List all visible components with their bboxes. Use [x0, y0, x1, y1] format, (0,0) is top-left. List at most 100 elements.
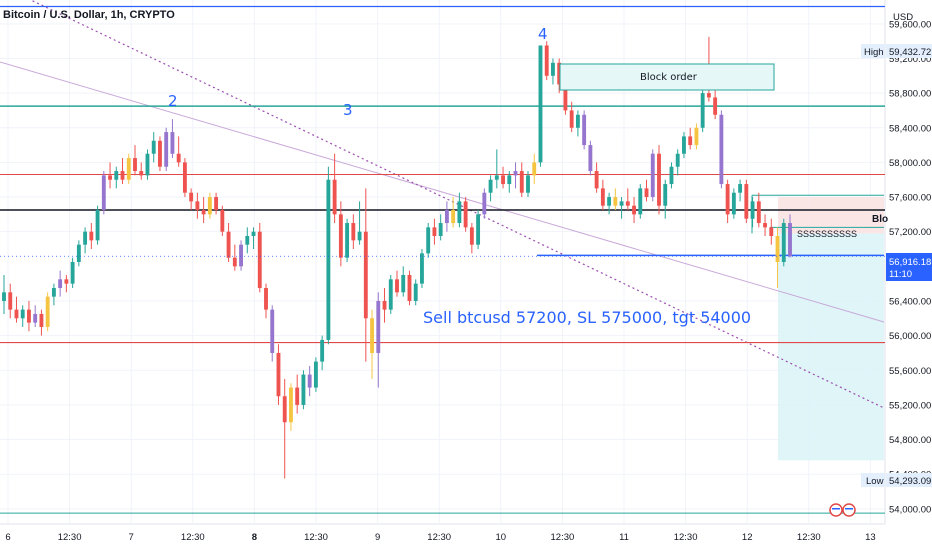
candle-body: [750, 201, 755, 219]
candle-body: [526, 175, 530, 193]
candle-body: [719, 114, 724, 185]
time-tick-label: 12:30: [181, 532, 205, 543]
high-value-box: [886, 44, 932, 58]
candle-body: [613, 197, 618, 206]
low-badge: [861, 473, 885, 487]
candle-body: [126, 158, 131, 180]
wave-label-3: 3: [343, 101, 353, 119]
candle-body: [170, 132, 175, 154]
candle-body: [650, 153, 655, 198]
candle-body: [519, 171, 524, 193]
candle-body: [407, 274, 412, 301]
candle-body: [27, 309, 31, 323]
candle-body: [14, 309, 19, 319]
low-value-box: [886, 473, 932, 487]
low-value: 54,293.09: [889, 476, 931, 487]
stop-loss-zone: [778, 197, 884, 234]
candle-body: [195, 201, 200, 211]
candle-body: [89, 231, 94, 241]
candle-body: [507, 175, 512, 185]
price-tick-label: 58,000.00: [889, 158, 931, 169]
candle-body: [482, 192, 487, 215]
candle-body: [744, 184, 749, 219]
candle-body: [101, 175, 106, 211]
candle-body: [245, 236, 250, 245]
candle-body: [426, 227, 431, 254]
candle-body: [781, 223, 786, 262]
time-tick-label: 12:30: [674, 532, 698, 543]
candle-body: [494, 175, 499, 180]
candle-body: [432, 227, 437, 237]
candle-body: [270, 309, 275, 353]
price-tick-label: 54,000.00: [889, 504, 931, 515]
time-tick-label: 13: [865, 532, 876, 543]
candle-body: [463, 201, 468, 228]
candle-body: [264, 287, 268, 310]
candle-body: [607, 197, 612, 206]
candle-body: [657, 153, 661, 206]
trend-lines: [0, 0, 885, 409]
candle-body: [731, 192, 736, 215]
candle-body: [301, 374, 306, 405]
candle-body: [563, 84, 568, 111]
candle-body: [83, 231, 88, 245]
candle-body: [76, 244, 81, 262]
price-tick-label: 56,400.00: [889, 296, 931, 307]
price-tick-label: 58,400.00: [889, 123, 931, 134]
candle-body: [182, 162, 187, 193]
time-tick-label: 7: [129, 532, 134, 543]
time-axis-ticks: 6 12:30 7 12:30 8 12:30 9 12:30 10 12:30 11 12:30 12…: [5, 532, 875, 543]
candle-body: [551, 62, 555, 76]
time-tick-label: 6: [5, 532, 10, 543]
price-tick-label: 54,800.00: [889, 435, 931, 446]
candle-body: [588, 145, 593, 172]
candle-body: [158, 140, 162, 167]
candle-body: [644, 188, 649, 198]
candle-body: [382, 300, 387, 310]
candle-body: [688, 136, 693, 146]
candle-body: [469, 227, 474, 245]
block-order-box[interactable]: [559, 63, 775, 91]
candle-body: [139, 171, 144, 176]
candle-body: [276, 352, 281, 397]
candle-body: [2, 292, 6, 301]
candle-body: [600, 188, 605, 206]
time-tick-label: 12:30: [427, 532, 451, 543]
candle-body: [58, 279, 63, 288]
candle-body: [619, 201, 624, 206]
candle-body: [376, 300, 381, 353]
price-tick-label: 59,200.00: [889, 54, 931, 65]
candle-body: [632, 205, 636, 215]
candle-body: [700, 93, 705, 128]
candle-body: [114, 171, 119, 180]
price-tick-label: 57,600.00: [889, 193, 931, 204]
candle-body: [345, 223, 350, 258]
last-price-tag: [886, 253, 932, 281]
candle-body: [214, 197, 219, 211]
candle-body: [669, 166, 674, 185]
grid-lines: [0, 0, 885, 524]
candle-body: [226, 231, 231, 258]
candle-body: [557, 62, 562, 85]
candle-body: [413, 283, 418, 301]
candle-body: [320, 339, 325, 362]
candle-body: [401, 274, 406, 293]
candle-body: [64, 279, 69, 284]
candle-body: [289, 387, 293, 423]
price-tick-label: 55,200.00: [889, 400, 931, 411]
flag-event-icon[interactable]: [829, 503, 856, 517]
candle-body: [370, 318, 374, 353]
currency-label[interactable]: USD: [893, 12, 913, 23]
candle-body: [756, 201, 761, 224]
trendline-light: [0, 61, 885, 323]
time-tick-label: 12:30: [551, 532, 575, 543]
candle-body: [451, 210, 456, 224]
candle-body: [51, 287, 56, 297]
price-tick-label: 58,800.00: [889, 89, 931, 100]
candle-body: [95, 210, 100, 241]
candle-body: [201, 210, 206, 215]
price-tick-label: 56,000.00: [889, 331, 931, 342]
candle-body: [108, 175, 112, 180]
candle-body: [189, 192, 194, 202]
